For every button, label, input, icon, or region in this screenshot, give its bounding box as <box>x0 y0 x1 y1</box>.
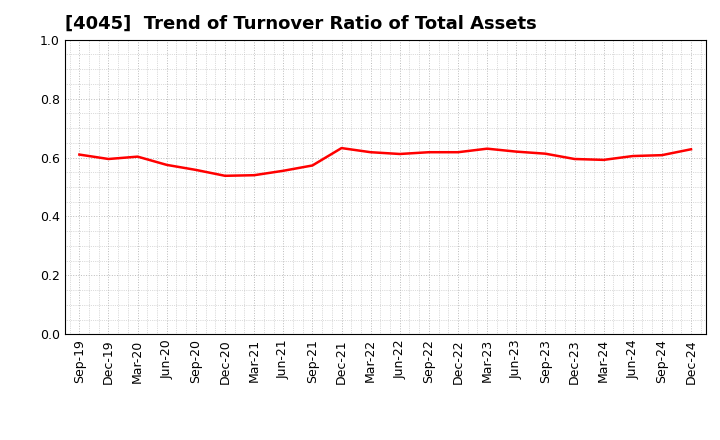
Text: [4045]  Trend of Turnover Ratio of Total Assets: [4045] Trend of Turnover Ratio of Total … <box>65 15 536 33</box>
